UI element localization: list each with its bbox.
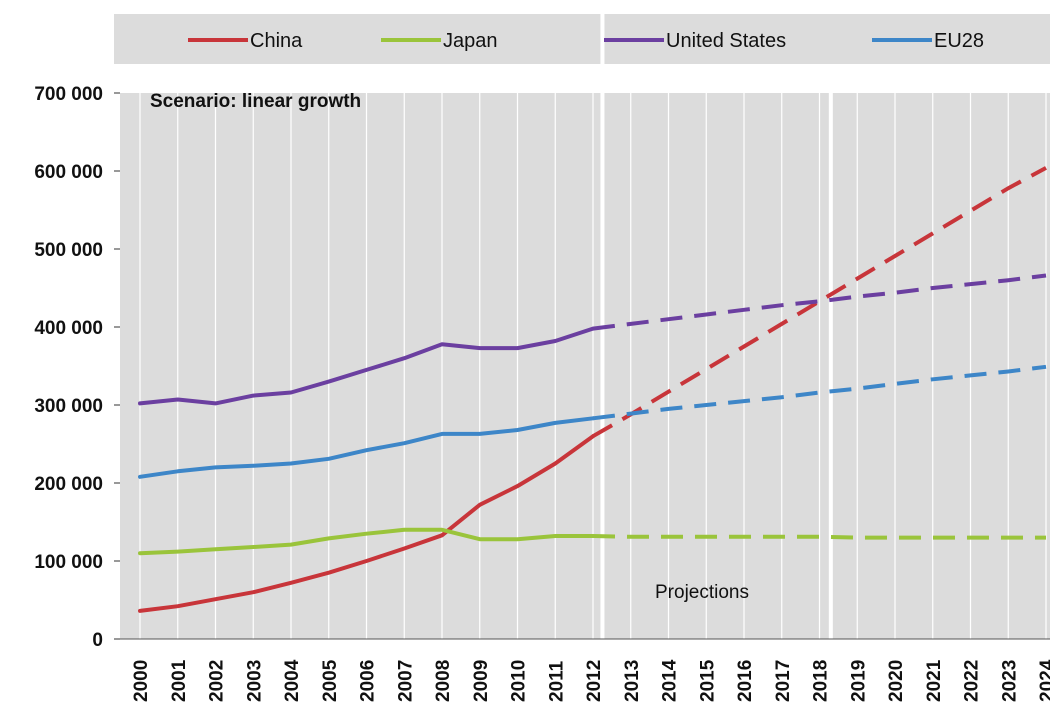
x-tick-label-2013: 2013 xyxy=(622,660,643,702)
x-tick-label-2017: 2017 xyxy=(773,660,794,702)
x-tick-label-2014: 2014 xyxy=(660,659,681,702)
x-tick-label-2024: 2024 xyxy=(1037,659,1050,702)
series-line-united-states xyxy=(138,326,595,406)
x-tick-label-2016: 2016 xyxy=(735,660,756,702)
x-tick-label-2020: 2020 xyxy=(886,660,907,702)
y-tick-label: 700 000 xyxy=(34,84,103,105)
series-projection-japan xyxy=(592,534,1046,540)
x-tick-label-2005: 2005 xyxy=(320,659,341,702)
legend-label-eu28: EU28 xyxy=(934,30,984,52)
y-tick-label: 0 xyxy=(92,630,103,651)
series-projection-china xyxy=(592,166,1047,438)
series-projection-eu28 xyxy=(592,364,1047,421)
x-tick-label-2009: 2009 xyxy=(471,660,492,702)
y-tick-label: 100 000 xyxy=(34,552,103,573)
x-tick-label-2019: 2019 xyxy=(848,660,869,702)
y-tick-label: 200 000 xyxy=(34,474,103,495)
series-layer xyxy=(138,166,1047,613)
plot-area xyxy=(120,93,1050,639)
series-line-eu28 xyxy=(138,416,595,479)
y-tick-label: 400 000 xyxy=(34,318,103,339)
projections-label: Projections xyxy=(655,582,749,603)
y-tick-label: 300 000 xyxy=(34,396,103,417)
x-tick-label-2011: 2011 xyxy=(546,660,567,702)
y-tick-label: 600 000 xyxy=(34,162,103,183)
x-tick-label-2012: 2012 xyxy=(584,660,605,702)
x-tick-label-2015: 2015 xyxy=(697,659,718,702)
x-tick-label-2006: 2006 xyxy=(358,660,379,702)
x-tick-label-2003: 2003 xyxy=(244,660,265,702)
x-tick-label-2008: 2008 xyxy=(433,660,454,702)
axes: 0 100 000 200 000 300 000 400 000 500 000 600 … xyxy=(34,84,1050,702)
legend-label-japan: Japan xyxy=(443,30,498,52)
x-tick-label-2018: 2018 xyxy=(811,660,832,702)
y-tick-label: 500 000 xyxy=(34,240,103,261)
x-tick-label-2001: 2001 xyxy=(169,659,190,702)
x-tick-label-2021: 2021 xyxy=(924,659,945,702)
x-tick-label-2000: 2000 xyxy=(131,660,152,702)
legend-label-china: China xyxy=(250,30,303,52)
legend-label-united-states: United States xyxy=(666,30,786,52)
x-tick-label-2022: 2022 xyxy=(962,660,983,702)
legend: China Japan United States EU28 xyxy=(188,30,984,52)
series-line-japan xyxy=(138,527,595,556)
x-tick-label-2002: 2002 xyxy=(207,660,228,702)
series-projection-united-states xyxy=(592,273,1047,331)
x-tick-label-2004: 2004 xyxy=(282,659,303,702)
series-line-china xyxy=(138,434,595,613)
x-tick-label-2023: 2023 xyxy=(999,660,1020,702)
x-tick-label-2010: 2010 xyxy=(509,660,530,702)
scenario-annotation: Scenario: linear growth xyxy=(150,91,361,112)
x-tick-label-2007: 2007 xyxy=(395,660,416,702)
